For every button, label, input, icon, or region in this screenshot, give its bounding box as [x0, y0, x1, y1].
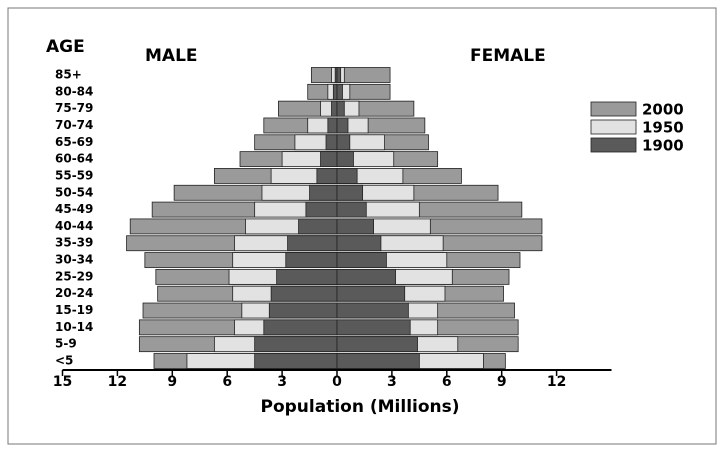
age-tick-label: <5	[55, 354, 73, 368]
bar	[309, 184, 338, 201]
x-tick-label: 12	[547, 374, 566, 390]
bar	[268, 302, 338, 319]
bar	[332, 83, 338, 100]
bar	[336, 117, 349, 134]
legend-swatch	[590, 137, 637, 153]
bar	[336, 302, 409, 319]
female-label: FEMALE	[470, 46, 546, 66]
bar	[285, 252, 338, 268]
legend-swatch	[590, 119, 637, 135]
bar	[336, 353, 420, 369]
age-tick-label: 45-49	[55, 202, 93, 216]
x-tick-label: 9	[167, 374, 177, 390]
x-tick-label: 9	[497, 374, 507, 390]
x-tick-label: 6	[442, 374, 452, 390]
x-tick-label: 3	[387, 374, 397, 390]
bar	[336, 83, 343, 100]
age-tick-label: 5-9	[55, 337, 77, 351]
bar	[336, 268, 396, 285]
age-label: AGE	[46, 37, 85, 57]
x-tick-label: 6	[222, 374, 232, 390]
bar	[254, 336, 338, 353]
bar	[327, 117, 338, 134]
bar	[276, 268, 338, 285]
age-tick-label: 40-44	[55, 219, 93, 233]
legend-label: 1900	[642, 137, 684, 155]
bar	[336, 100, 345, 117]
x-tick-label: 0	[332, 374, 342, 390]
bar	[254, 353, 338, 369]
bar	[336, 336, 418, 353]
bar	[331, 100, 338, 117]
age-tick-label: 35-39	[55, 236, 93, 250]
bar	[316, 168, 338, 184]
x-axis-label: Population (Millions)	[260, 397, 459, 417]
age-tick-label: 25-29	[55, 269, 93, 283]
bar	[298, 218, 338, 235]
bar	[305, 201, 338, 218]
bar	[263, 319, 338, 336]
bar	[287, 235, 338, 252]
age-tick-label: 15-19	[55, 303, 93, 317]
legend-label: 1950	[642, 119, 684, 137]
bar	[336, 184, 364, 201]
bar	[336, 151, 354, 168]
bar	[336, 235, 382, 252]
bar	[336, 201, 367, 218]
bar	[336, 168, 358, 184]
age-tick-label: 30-34	[55, 253, 93, 267]
age-tick-label: 55-59	[55, 168, 93, 182]
age-tick-label: 70-74	[55, 118, 93, 132]
legend-swatch	[590, 101, 637, 117]
bar	[270, 285, 338, 302]
age-tick-label: 10-14	[55, 320, 93, 334]
male-label: MALE	[145, 46, 198, 66]
age-tick-label: 20-24	[55, 286, 93, 300]
age-tick-label: 80-84	[55, 84, 93, 98]
bar	[320, 151, 338, 168]
bar	[336, 218, 374, 235]
bar	[336, 134, 351, 151]
bar	[336, 67, 391, 83]
x-tick-label: 3	[277, 374, 287, 390]
bar	[336, 67, 342, 83]
age-tick-label: 60-64	[55, 152, 93, 166]
age-tick-label: 50-54	[55, 185, 93, 199]
x-tick-label: 15	[53, 374, 72, 390]
x-tick-label: 12	[108, 374, 127, 390]
age-tick-label: 75-79	[55, 101, 93, 115]
bar	[336, 252, 387, 268]
bar	[336, 285, 406, 302]
bar	[336, 319, 411, 336]
bar	[325, 134, 338, 151]
age-tick-label: 85+	[55, 68, 82, 82]
age-tick-label: 65-69	[55, 135, 93, 149]
legend-label: 2000	[642, 101, 684, 119]
